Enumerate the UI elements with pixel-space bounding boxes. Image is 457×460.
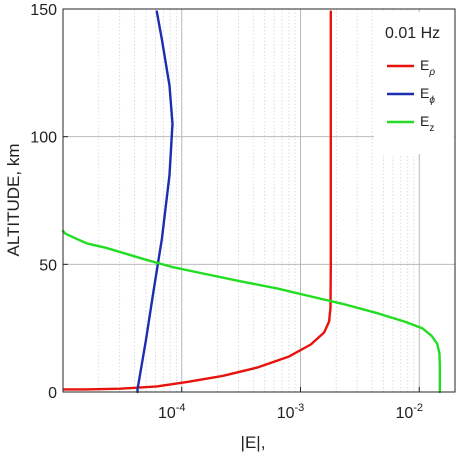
x-tick-label: 10-4 (158, 402, 186, 422)
y-axis-label: ALTITUDE, km (4, 143, 23, 256)
legend: 0.01 Hz Eρ Eϕ Ez (374, 12, 454, 154)
legend-box (374, 12, 454, 154)
tick-layer: 0 50 100 150 10-4 10-3 10-2 (30, 2, 423, 422)
y-tick-label: 100 (30, 130, 57, 147)
x-tick-label: 10-2 (395, 402, 423, 422)
series-layer (61, 10, 441, 394)
legend-label: Eϕ (420, 85, 435, 106)
y-tick-label: 150 (30, 2, 57, 19)
x-axis-label: |E|, (241, 433, 266, 452)
legend-annotation: 0.01 Hz (385, 25, 440, 42)
y-tick-label: 50 (39, 257, 57, 274)
series-line-z (61, 229, 441, 394)
series-line-ϕ (136, 10, 174, 394)
legend-label: Eρ (420, 57, 435, 78)
y-tick-label: 0 (48, 385, 57, 402)
legend-label: Ez (420, 113, 434, 134)
plot-frame (62, 8, 456, 393)
series-line-ρ (62, 10, 332, 391)
x-tick-label: 10-3 (277, 402, 305, 422)
